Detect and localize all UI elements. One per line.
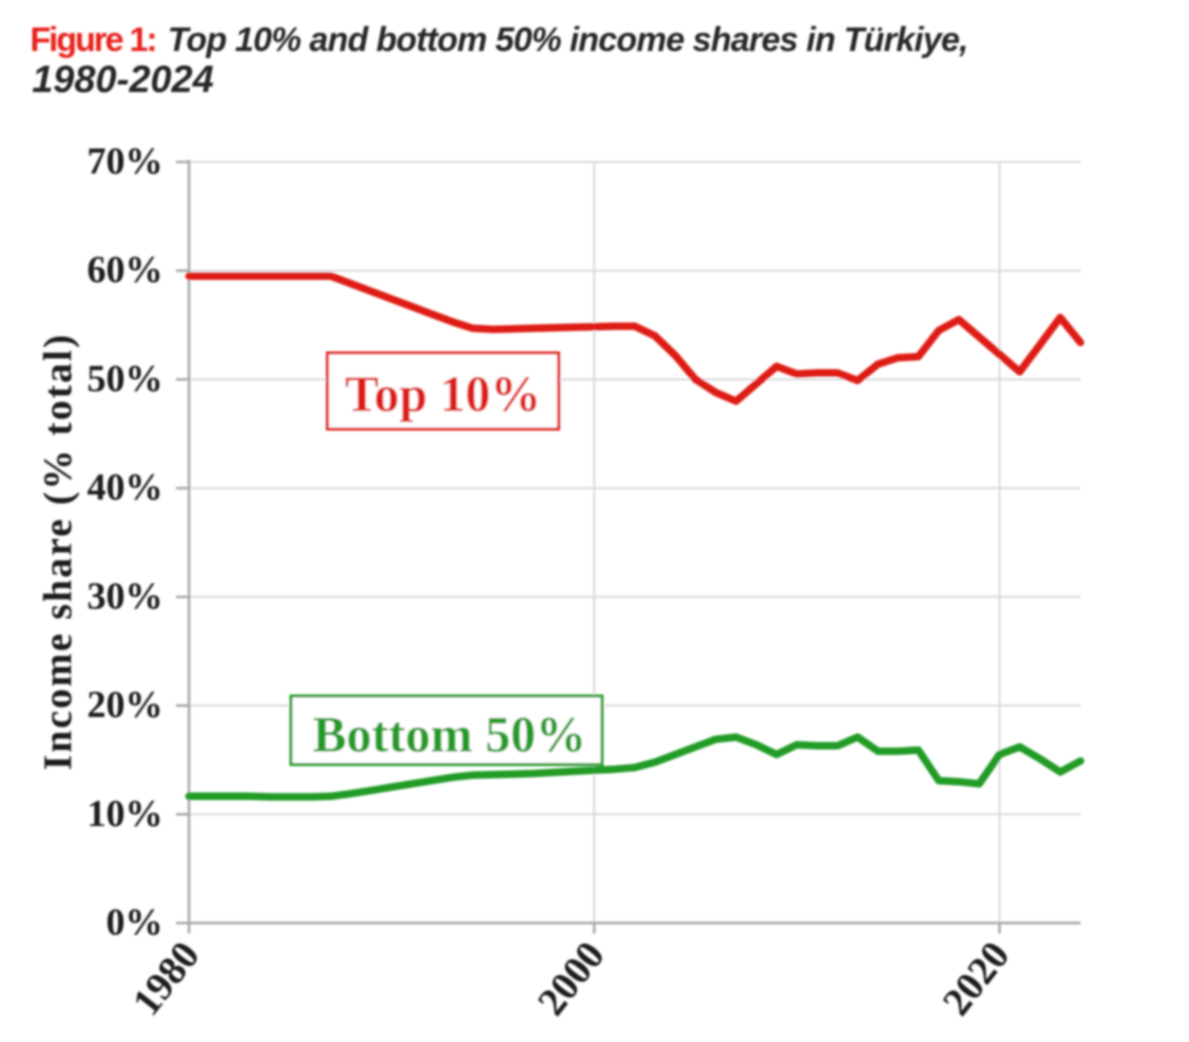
svg-text:Income share (% total): Income share (% total)	[35, 333, 80, 771]
svg-text:Figure 1:Top 10% and bottom 50: Figure 1: Top 10% and bottom 50% income s…	[30, 21, 968, 59]
svg-text:40%: 40%	[87, 467, 163, 509]
svg-text:50%: 50%	[87, 358, 163, 400]
svg-text:Top 10%: Top 10%	[345, 366, 541, 422]
svg-text:60%: 60%	[87, 249, 163, 291]
svg-text:20%: 20%	[87, 684, 163, 726]
svg-text:0%: 0%	[106, 902, 163, 944]
svg-text:10%: 10%	[87, 793, 163, 835]
svg-text:1980-2024: 1980-2024	[32, 59, 214, 101]
svg-text:30%: 30%	[87, 575, 163, 617]
svg-text:Bottom 50%: Bottom 50%	[313, 707, 587, 763]
svg-text:70%: 70%	[87, 141, 163, 183]
